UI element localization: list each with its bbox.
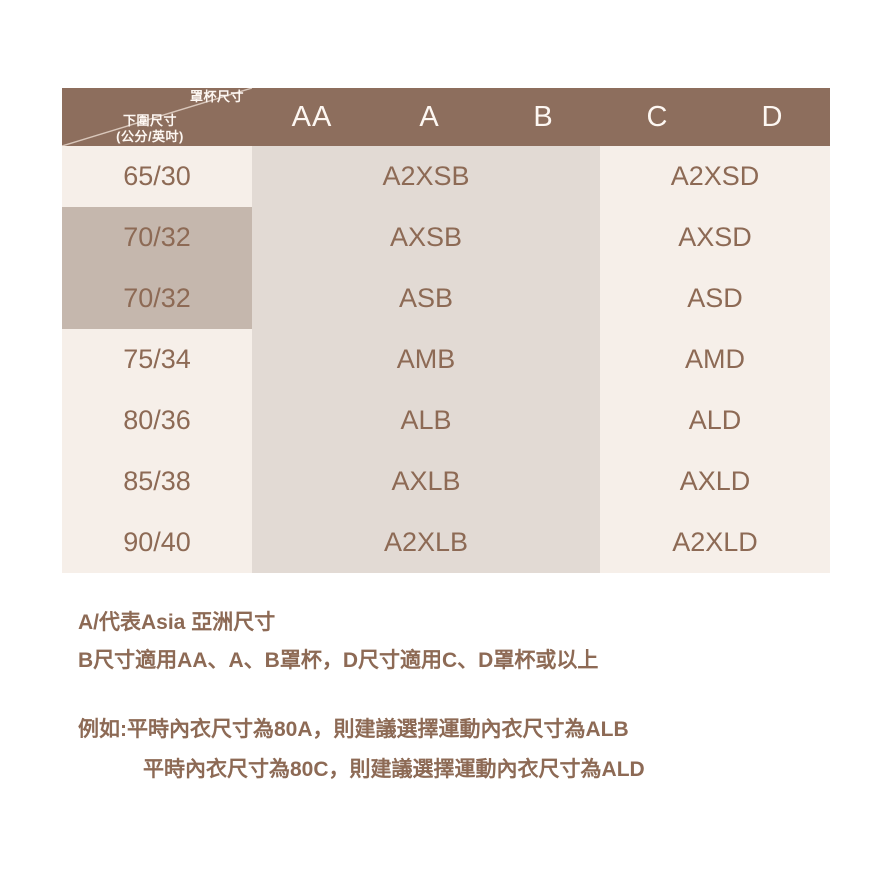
d-size-cell: A2XSD	[600, 146, 830, 207]
cup-size-axis-label: 罩杯尺寸	[189, 89, 244, 104]
d-size-cell: AXSD	[600, 207, 830, 268]
d-size-cell: ASD	[600, 268, 830, 329]
table-row: 85/38 AXLB AXLD	[62, 451, 830, 512]
b-size-cell: ASB	[252, 268, 600, 329]
example-line-2: 平時內衣尺寸為80C，則建議選擇運動內衣尺寸為ALD	[143, 758, 645, 781]
bra-size-table: 罩杯尺寸 下圍尺寸 (公分/英吋) AA A B C D 65/30 A2XSB…	[62, 88, 830, 573]
table-body: 65/30 A2XSB A2XSD 70/32 AXSB AXSD 70/32 …	[62, 146, 830, 573]
column-header-d: D	[715, 88, 830, 146]
table-row: 90/40 A2XLB A2XLD	[62, 512, 830, 573]
underbust-size-cell: 65/30	[62, 146, 252, 207]
d-size-cell: AXLD	[600, 451, 830, 512]
header-row: 罩杯尺寸 下圍尺寸 (公分/英吋) AA A B C D	[62, 88, 830, 146]
column-header-a: A	[372, 88, 487, 146]
examples-block: 例如:平時內衣尺寸為80A，則建議選擇運動內衣尺寸為ALB 平時內衣尺寸為80C…	[78, 710, 868, 790]
table-row: 80/36 ALB ALD	[62, 390, 830, 451]
d-size-cell: AMD	[600, 329, 830, 390]
d-size-cell: A2XLD	[600, 512, 830, 573]
table-row: 65/30 A2XSB A2XSD	[62, 146, 830, 207]
b-size-cell: AMB	[252, 329, 600, 390]
column-header-aa: AA	[252, 88, 372, 146]
column-header-b: B	[487, 88, 600, 146]
table-header: 罩杯尺寸 下圍尺寸 (公分/英吋) AA A B C D	[62, 88, 830, 146]
column-header-c: C	[600, 88, 715, 146]
b-size-cell: ALB	[252, 390, 600, 451]
underbust-size-cell: 75/34	[62, 329, 252, 390]
b-size-cell: A2XSB	[252, 146, 600, 207]
corner-diagonal-header: 罩杯尺寸 下圍尺寸 (公分/英吋)	[62, 88, 252, 146]
underbust-size-cell: 70/32	[62, 207, 252, 268]
d-size-cell: ALD	[600, 390, 830, 451]
note-line-cup-mapping: B尺寸適用AA、A、B罩杯，D尺寸適用C、D罩杯或以上	[78, 649, 599, 672]
table-row: 75/34 AMB AMD	[62, 329, 830, 390]
example-line-1: 例如:平時內衣尺寸為80A，則建議選擇運動內衣尺寸為ALB	[78, 718, 629, 741]
b-size-cell: A2XLB	[252, 512, 600, 573]
note-line-asia: A/代表Asia 亞洲尺寸	[78, 611, 276, 634]
table-row: 70/32 ASB ASD	[62, 268, 830, 329]
underbust-size-cell: 85/38	[62, 451, 252, 512]
underbust-size-cell: 90/40	[62, 512, 252, 573]
underbust-axis-label-line1: 下圍尺寸	[122, 112, 177, 128]
underbust-size-cell: 70/32	[62, 268, 252, 329]
table-row: 70/32 AXSB AXSD	[62, 207, 830, 268]
underbust-size-cell: 80/36	[62, 390, 252, 451]
b-size-cell: AXSB	[252, 207, 600, 268]
underbust-axis-label-line2: (公分/英吋)	[116, 128, 184, 144]
b-size-cell: AXLB	[252, 451, 600, 512]
underbust-axis-label: 下圍尺寸 (公分/英吋)	[70, 113, 230, 146]
notes-block: A/代表Asia 亞洲尺寸 B尺寸適用AA、A、B罩杯，D尺寸適用C、D罩杯或以…	[78, 604, 868, 680]
